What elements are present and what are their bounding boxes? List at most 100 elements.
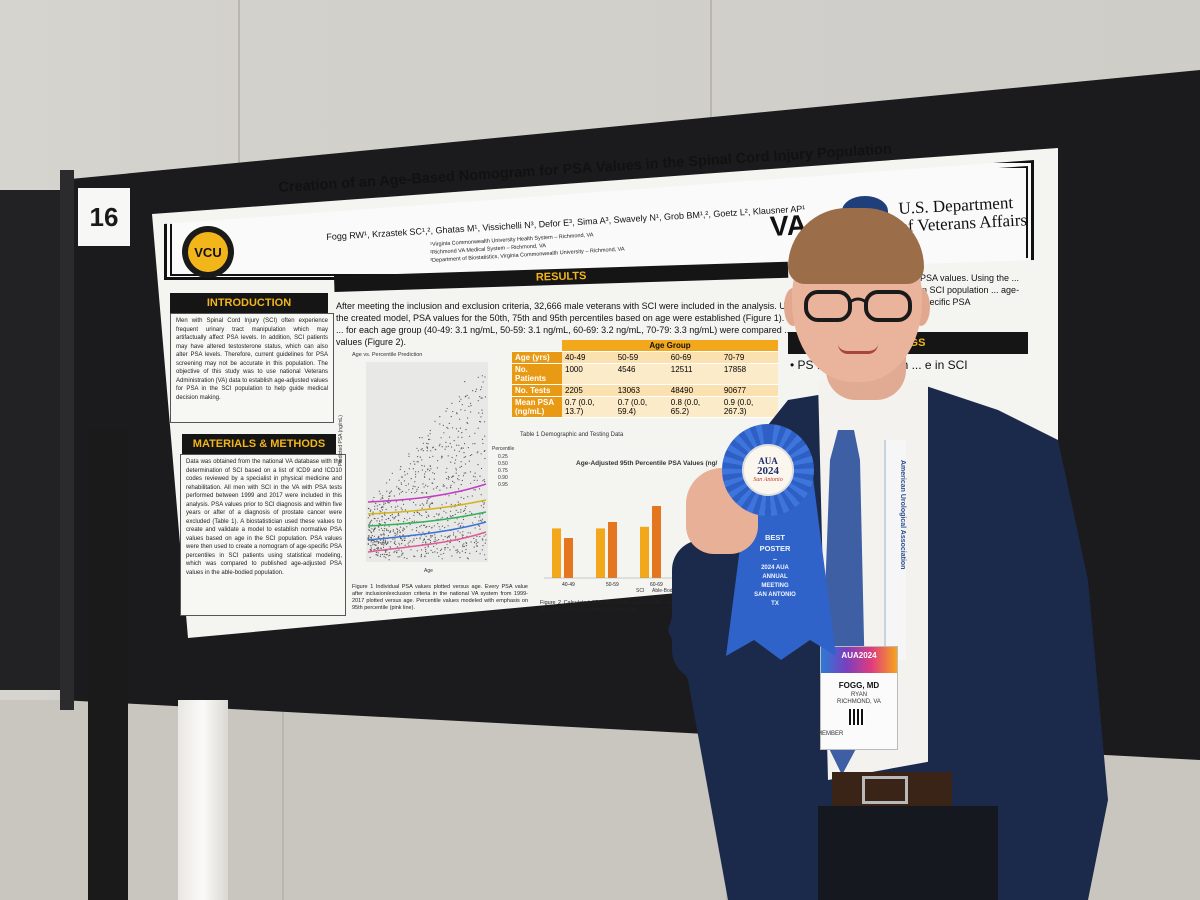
scatter-point bbox=[479, 396, 481, 398]
scatter-point bbox=[450, 516, 452, 518]
table-corner bbox=[512, 340, 562, 352]
scatter-point bbox=[404, 544, 406, 546]
scatter-point bbox=[407, 543, 409, 545]
scatter-point bbox=[421, 515, 423, 517]
scatter-point bbox=[417, 461, 419, 463]
scatter-point bbox=[416, 461, 418, 463]
scatter-point bbox=[415, 471, 417, 473]
scatter-point bbox=[451, 456, 453, 459]
scatter-point bbox=[388, 502, 390, 504]
scatter-point bbox=[470, 405, 472, 407]
scatter-point bbox=[404, 539, 406, 541]
scatter-point bbox=[431, 502, 434, 505]
scatter-point bbox=[449, 542, 451, 544]
scatter-point bbox=[467, 417, 469, 419]
scatter-point bbox=[461, 522, 463, 524]
scatter-point bbox=[401, 553, 403, 555]
bar-sci-50-59 bbox=[596, 528, 605, 578]
scatter-point bbox=[378, 541, 380, 543]
scatter-point bbox=[427, 443, 429, 445]
scatter-point bbox=[397, 530, 399, 533]
scatter-point bbox=[422, 541, 424, 543]
scatter-point bbox=[466, 542, 468, 545]
scatter-point bbox=[475, 540, 477, 542]
scatter-point bbox=[389, 554, 391, 556]
scatter-point bbox=[463, 456, 465, 458]
table-cell: 0.8 (0.0, 65.2) bbox=[667, 396, 721, 418]
scatter-point bbox=[439, 443, 441, 445]
scatter-point bbox=[385, 543, 387, 546]
scatter-point bbox=[449, 486, 452, 488]
scatter-point bbox=[422, 524, 425, 526]
figure-1-legend-item: 0.25 bbox=[498, 454, 508, 460]
scatter-point bbox=[372, 542, 374, 544]
scatter-point bbox=[389, 546, 391, 548]
scatter-point bbox=[436, 467, 438, 469]
scatter-point bbox=[401, 500, 404, 502]
scatter-point bbox=[429, 541, 432, 544]
scatter-point bbox=[419, 437, 421, 439]
scatter-point bbox=[371, 534, 373, 537]
scatter-point bbox=[384, 514, 386, 516]
scatter-point bbox=[396, 534, 398, 536]
scatter-point bbox=[455, 428, 458, 430]
scatter-point bbox=[369, 521, 371, 524]
scatter-point bbox=[455, 467, 457, 469]
scatter-point bbox=[428, 538, 430, 540]
scatter-point bbox=[465, 513, 467, 515]
scatter-point bbox=[455, 455, 458, 457]
results-text: After meeting the inclusion and exclusio… bbox=[336, 301, 803, 347]
scatter-point bbox=[385, 551, 387, 553]
scatter-point bbox=[398, 520, 400, 522]
scatter-point bbox=[420, 553, 423, 556]
scatter-point bbox=[398, 493, 401, 495]
scatter-point bbox=[402, 490, 404, 492]
scatter-point bbox=[439, 528, 441, 530]
scatter-point bbox=[373, 528, 376, 531]
scatter-point bbox=[399, 489, 401, 491]
scatter-point bbox=[394, 517, 396, 519]
scatter-point bbox=[441, 516, 443, 518]
scatter-point bbox=[376, 505, 378, 507]
scatter-point bbox=[370, 520, 372, 522]
scatter-point bbox=[398, 542, 400, 544]
scatter-point bbox=[483, 479, 485, 481]
scatter-point bbox=[391, 472, 393, 474]
table-row-header: Mean PSA (ng/mL) bbox=[512, 396, 562, 418]
rosette-text: San Antonio bbox=[753, 476, 783, 483]
bar-able-bodied-40-49 bbox=[564, 538, 573, 578]
scatter-point bbox=[453, 532, 455, 534]
scatter-point bbox=[374, 544, 376, 546]
scatter-point bbox=[446, 426, 448, 428]
table-cell: 1000 bbox=[562, 363, 615, 385]
scatter-point bbox=[404, 509, 406, 511]
scatter-point bbox=[446, 487, 448, 489]
scatter-point bbox=[448, 476, 450, 478]
scatter-point bbox=[443, 510, 445, 512]
scatter-point bbox=[464, 509, 466, 512]
scatter-point bbox=[370, 541, 372, 543]
scatter-point bbox=[367, 537, 369, 539]
ribbon-line: SAN ANTONIO bbox=[754, 592, 796, 598]
scatter-point bbox=[401, 539, 403, 542]
scatter-point bbox=[376, 520, 378, 522]
scatter-point bbox=[480, 519, 482, 521]
scatter-point bbox=[447, 520, 449, 522]
scatter-point bbox=[383, 532, 385, 534]
scatter-point bbox=[415, 473, 417, 475]
scatter-point bbox=[484, 396, 486, 398]
scatter-point bbox=[476, 545, 478, 547]
scatter-point bbox=[469, 511, 471, 513]
scatter-point bbox=[381, 509, 383, 511]
scatter-point bbox=[409, 524, 411, 526]
table-cell: 90677 bbox=[720, 384, 778, 397]
scatter-point bbox=[412, 485, 414, 487]
scatter-point bbox=[381, 541, 383, 543]
scatter-point bbox=[426, 526, 428, 528]
table-cell: 70-79 bbox=[720, 351, 778, 364]
figure-2-bar-chart: 40-49 50-59 60-69 bbox=[544, 506, 694, 588]
scatter-point bbox=[382, 543, 384, 545]
scatter-point bbox=[403, 537, 405, 539]
figure-1-caption: Figure 1 Individual PSA values plotted v… bbox=[352, 584, 528, 611]
scatter-point bbox=[462, 546, 464, 548]
